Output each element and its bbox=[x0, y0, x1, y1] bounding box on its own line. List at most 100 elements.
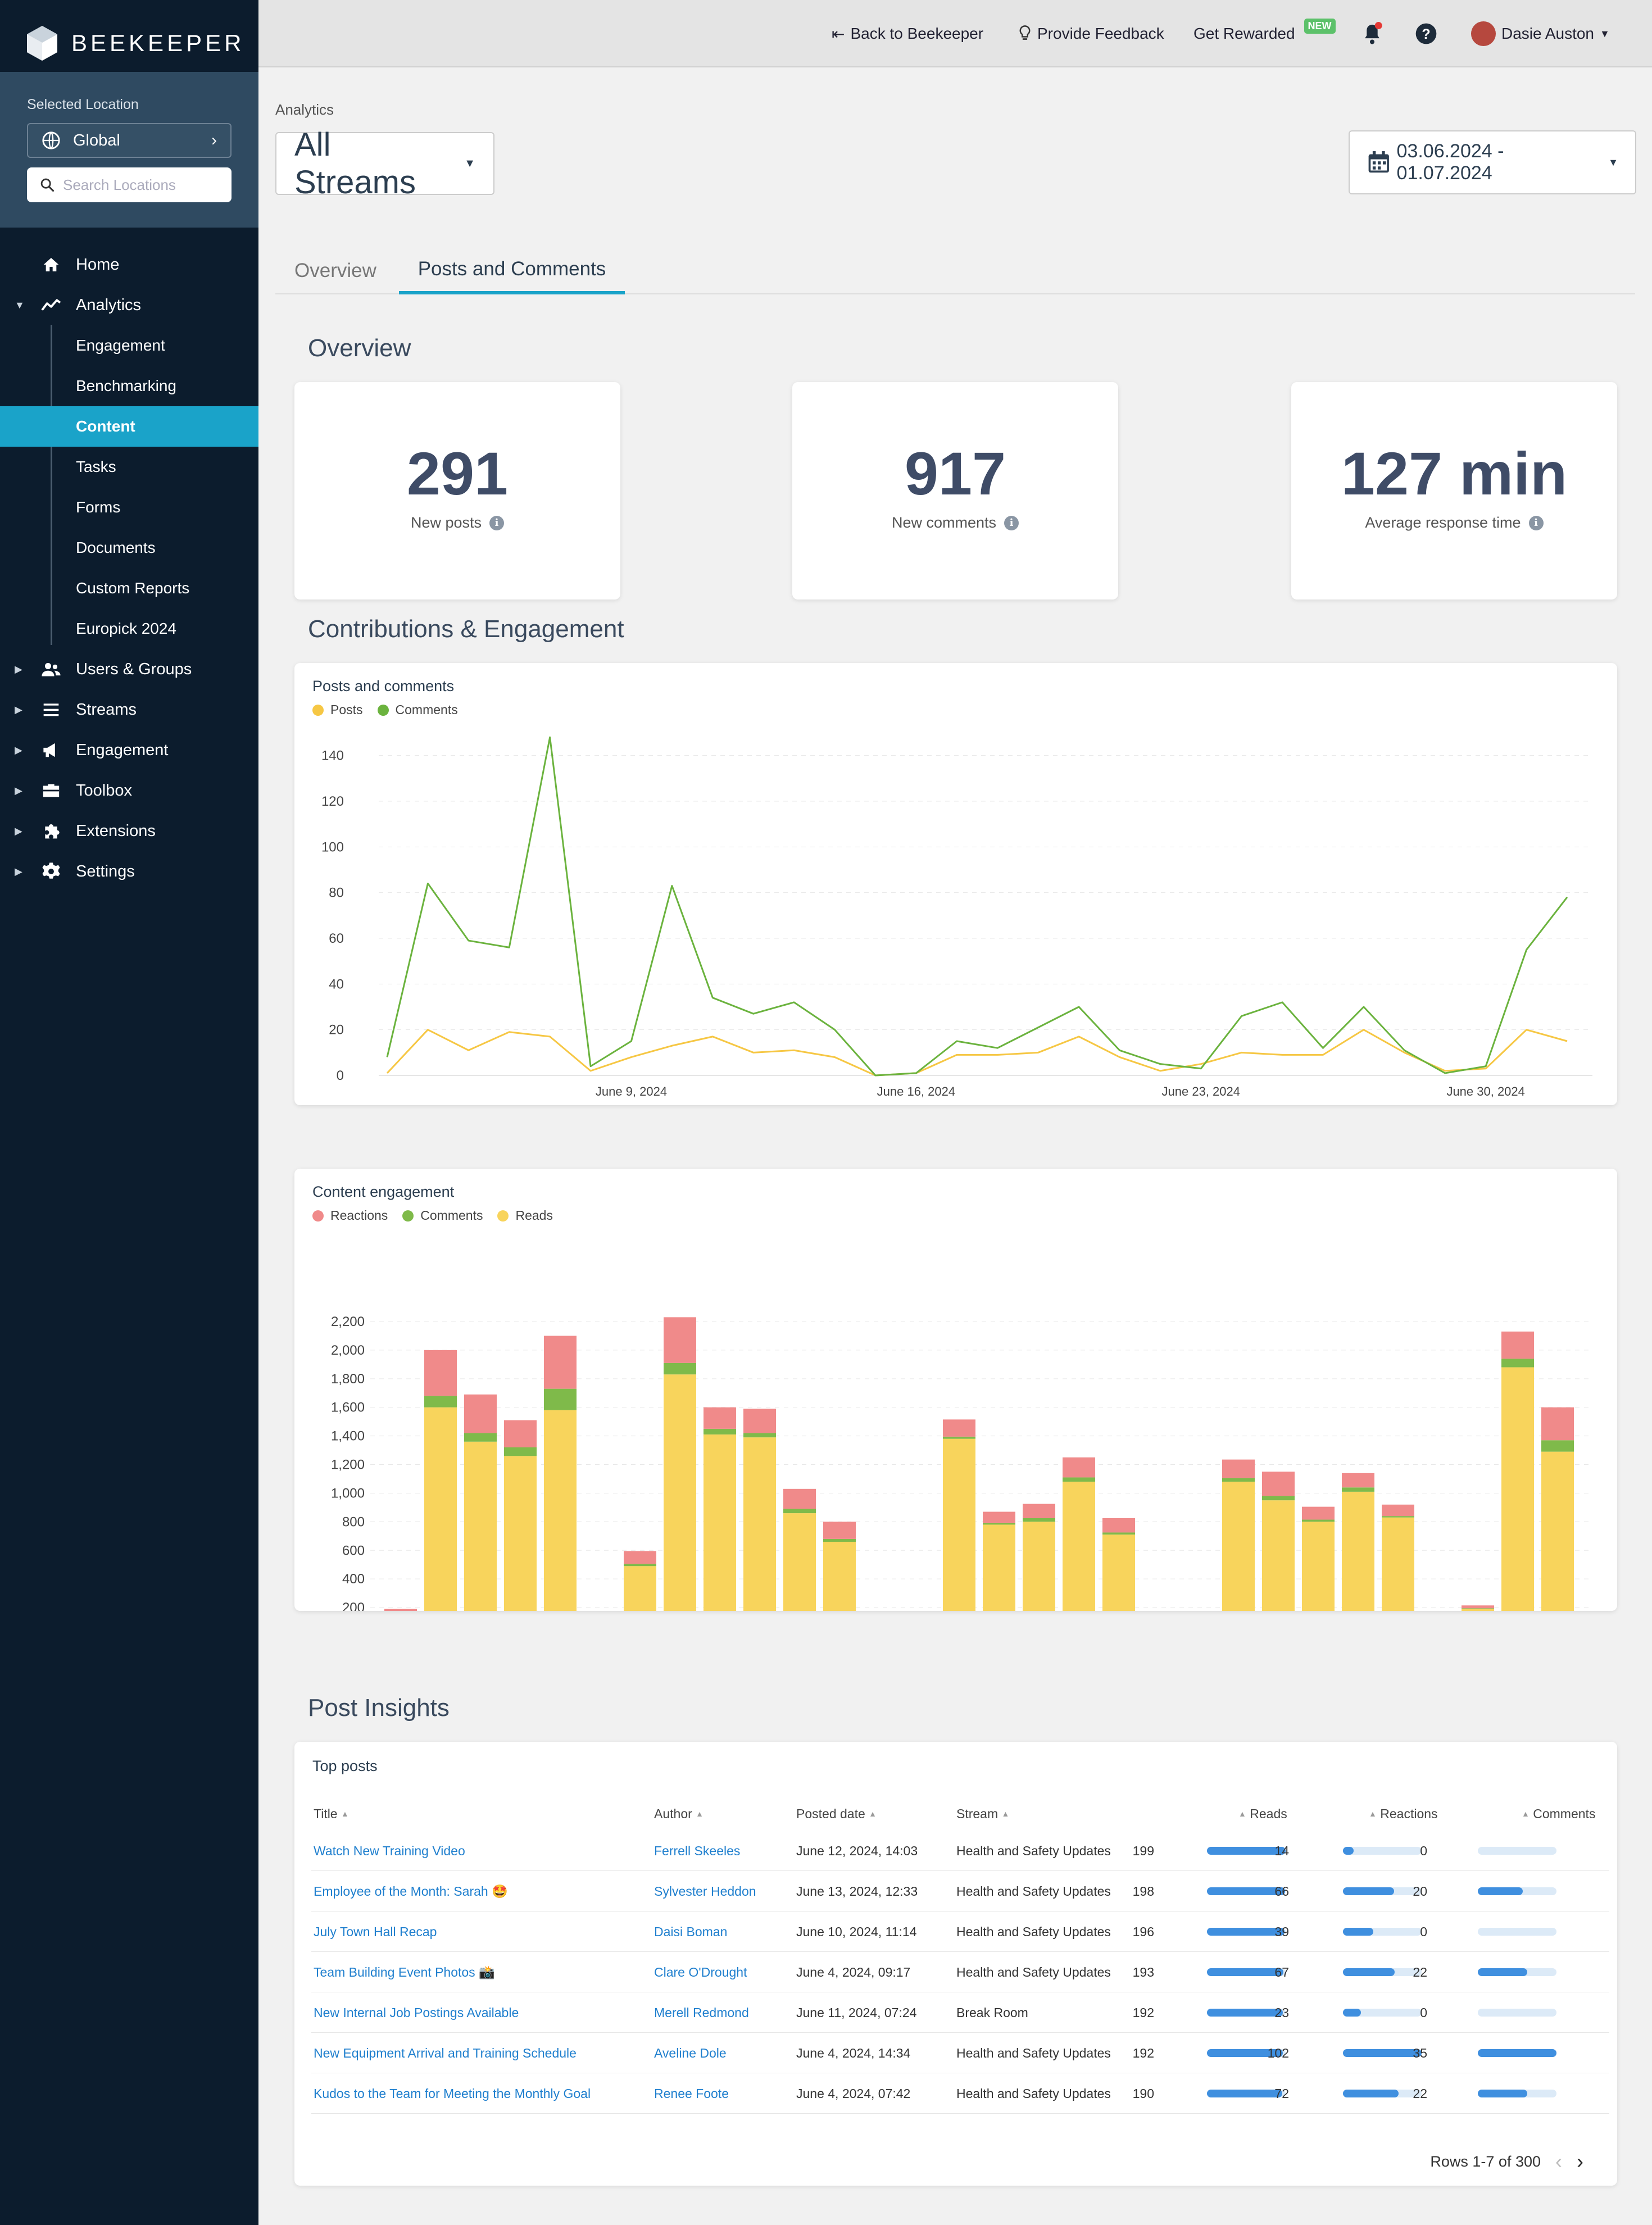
x-tick-label: June 9, 2024 bbox=[596, 1084, 667, 1098]
sidebar-subitem-engagement[interactable]: Engagement bbox=[0, 325, 258, 366]
date-range-picker[interactable]: 03.06.2024 - 01.07.2024 ▼ bbox=[1349, 130, 1636, 194]
bar-reactions bbox=[624, 1551, 656, 1564]
cell-title[interactable]: Watch New Training Video bbox=[314, 1843, 465, 1858]
location-selector[interactable]: Global › bbox=[27, 123, 232, 158]
sidebar-item-analytics[interactable]: ▼ Analytics bbox=[0, 285, 258, 325]
sidebar-subitem-content[interactable]: Content bbox=[0, 406, 258, 447]
chevron-left-icon[interactable]: ‹ bbox=[1555, 2150, 1562, 2173]
sidebar-item-extensions[interactable]: ▶ Extensions bbox=[0, 811, 258, 851]
submenu-line bbox=[51, 325, 52, 645]
analytics-icon bbox=[40, 294, 62, 316]
bar-reactions bbox=[1023, 1504, 1055, 1518]
cell-author[interactable]: Renee Foote bbox=[654, 2086, 729, 2101]
comments-bar bbox=[1478, 1968, 1556, 1976]
col-header-posted-date[interactable]: Posted date ▲ bbox=[796, 1800, 877, 1827]
info-icon[interactable]: i bbox=[1004, 515, 1019, 530]
get-rewarded-link[interactable]: Get Rewarded NEW bbox=[1193, 0, 1336, 67]
cell-author[interactable]: Ferrell Skeeles bbox=[654, 1843, 741, 1858]
cell-author[interactable]: Aveline Dole bbox=[654, 2045, 727, 2060]
col-header-label: Stream bbox=[956, 1806, 999, 1821]
sidebar-subitem-label: Europick 2024 bbox=[76, 620, 177, 637]
top-bar: ⇤ Back to Beekeeper Provide Feedback Get… bbox=[258, 0, 1652, 67]
sidebar-subitem-custom-reports[interactable]: Custom Reports bbox=[0, 568, 258, 609]
info-icon[interactable]: i bbox=[489, 515, 505, 530]
legend-label: Comments bbox=[395, 702, 458, 717]
stream-selector[interactable]: All Streams ▼ bbox=[275, 126, 494, 201]
cell-reactions: 67 bbox=[1274, 1964, 1289, 1979]
brand[interactable]: BEEKEEPER bbox=[25, 24, 244, 63]
table-row: New Internal Job Postings Available Merel… bbox=[311, 1992, 1609, 2033]
col-header-label: Author bbox=[654, 1806, 692, 1821]
sidebar-subitem-documents[interactable]: Documents bbox=[0, 528, 258, 568]
x-tick-label: June 23, 2024 bbox=[1162, 1084, 1240, 1098]
col-header-title[interactable]: Title ▲ bbox=[314, 1800, 349, 1827]
chevron-right-icon[interactable]: › bbox=[1577, 2150, 1583, 2173]
y-tick-label: 600 bbox=[342, 1543, 365, 1558]
cell-title[interactable]: Team Building Event Photos 📸 bbox=[314, 1964, 495, 1979]
bar-reads bbox=[1063, 1482, 1095, 1611]
kpi-label: New comments bbox=[891, 514, 997, 531]
sidebar-item-streams[interactable]: ▶ Streams bbox=[0, 689, 258, 730]
bar-reactions bbox=[1262, 1472, 1295, 1496]
cell-title[interactable]: Kudos to the Team for Meeting the Monthl… bbox=[314, 2086, 591, 2101]
sidebar-item-users-groups[interactable]: ▶ Users & Groups bbox=[0, 649, 258, 689]
sidebar-subitem-tasks[interactable]: Tasks bbox=[0, 447, 258, 487]
search-icon bbox=[40, 178, 55, 192]
tab-overview[interactable]: Overview bbox=[294, 260, 376, 281]
cell-author[interactable]: Daisi Boman bbox=[654, 1924, 728, 1939]
streams-icon bbox=[40, 699, 62, 720]
cell-title[interactable]: New Internal Job Postings Available bbox=[314, 2005, 519, 2020]
comments-bar-fill bbox=[1478, 2090, 1527, 2097]
y-tick-label: 40 bbox=[329, 977, 344, 992]
cell-author[interactable]: Merell Redmond bbox=[654, 2005, 749, 2020]
user-menu[interactable]: Dasie Auston ▼ bbox=[1471, 0, 1610, 67]
reactions-bar bbox=[1343, 2049, 1422, 2057]
legend-item-posts[interactable]: Posts bbox=[312, 702, 363, 718]
puzzle-icon bbox=[40, 820, 62, 842]
cell-title[interactable]: New Equipment Arrival and Training Sched… bbox=[314, 2045, 577, 2060]
y-tick-label: 20 bbox=[329, 1023, 344, 1038]
col-header-reads[interactable]: ▲ Reads bbox=[1238, 1800, 1287, 1827]
location-search-input[interactable]: Search Locations bbox=[27, 167, 232, 202]
bar-reactions bbox=[823, 1522, 856, 1539]
series-line-comments bbox=[386, 736, 1568, 1077]
caret-down-icon: ▼ bbox=[1608, 156, 1618, 168]
legend-dot bbox=[312, 1210, 324, 1222]
cell-stream: Health and Safety Updates bbox=[956, 2045, 1111, 2060]
col-header-stream[interactable]: Stream ▲ bbox=[956, 1800, 1009, 1827]
cell-reads: 199 bbox=[1132, 1843, 1154, 1858]
cell-author[interactable]: Clare O'Drought bbox=[654, 1964, 747, 1979]
cell-title[interactable]: Employee of the Month: Sarah 🤩 bbox=[314, 1883, 508, 1899]
cell-comments: 20 bbox=[1413, 1883, 1427, 1899]
legend-item-comments[interactable]: Comments bbox=[402, 1208, 483, 1223]
bar-reactions bbox=[1102, 1518, 1135, 1533]
col-header-label: Comments bbox=[1533, 1806, 1596, 1821]
col-header-comments[interactable]: ▲ Comments bbox=[1522, 1800, 1595, 1827]
sidebar-item-home[interactable]: Home bbox=[0, 244, 258, 285]
legend-item-reads[interactable]: Reads bbox=[497, 1208, 553, 1223]
bar-comments bbox=[783, 1509, 816, 1514]
help-button[interactable]: ? bbox=[1415, 0, 1437, 67]
sidebar-subitem-forms[interactable]: Forms bbox=[0, 487, 258, 528]
cell-author[interactable]: Sylvester Heddon bbox=[654, 1883, 756, 1899]
sidebar-item-toolbox[interactable]: ▶ Toolbox bbox=[0, 770, 258, 811]
col-header-author[interactable]: Author ▲ bbox=[654, 1800, 704, 1827]
sidebar-subitem-europick[interactable]: Europick 2024 bbox=[0, 609, 258, 649]
sidebar-item-settings[interactable]: ▶ Settings bbox=[0, 851, 258, 892]
bar-comments bbox=[624, 1564, 656, 1566]
tab-posts-and-comments[interactable]: Posts and Comments bbox=[399, 247, 625, 294]
col-header-reactions[interactable]: ▲ Reactions bbox=[1369, 1800, 1438, 1827]
legend-item-reactions[interactable]: Reactions bbox=[312, 1208, 388, 1223]
sidebar-subitem-benchmarking[interactable]: Benchmarking bbox=[0, 366, 258, 406]
cell-title[interactable]: July Town Hall Recap bbox=[314, 1924, 437, 1939]
cell-stream: Health and Safety Updates bbox=[956, 1924, 1111, 1939]
info-icon[interactable]: i bbox=[1528, 515, 1544, 530]
back-to-beekeeper-link[interactable]: ⇤ Back to Beekeeper bbox=[832, 0, 983, 67]
sidebar-item-engagement[interactable]: ▶ Engagement bbox=[0, 730, 258, 770]
bar-reads bbox=[1501, 1367, 1534, 1611]
notifications-button[interactable] bbox=[1361, 0, 1383, 67]
reactions-bar-fill bbox=[1343, 1847, 1354, 1855]
provide-feedback-link[interactable]: Provide Feedback bbox=[1018, 0, 1164, 67]
legend-item-comments[interactable]: Comments bbox=[377, 702, 458, 718]
caret-right-icon: ▶ bbox=[15, 744, 22, 756]
